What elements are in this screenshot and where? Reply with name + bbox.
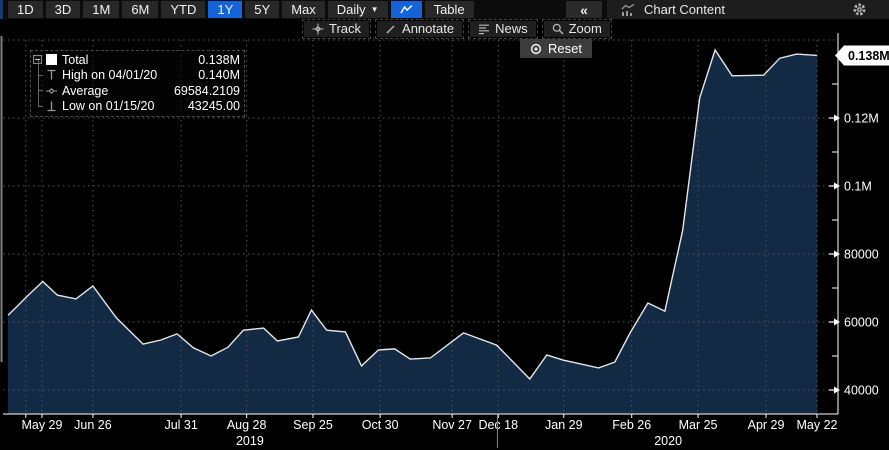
range-button-1d[interactable]: 1D — [8, 1, 43, 18]
range-button-1m[interactable]: 1M — [83, 1, 120, 18]
reset-button-label: Reset — [548, 41, 582, 56]
y-axis-tick-arrow — [834, 386, 840, 394]
legend-tree-line — [38, 105, 43, 107]
range-button-max[interactable]: Max — [282, 1, 325, 18]
legend-tree-line — [38, 75, 43, 91]
range-button-group: 1D 3D 1M 6M YTD 1Y 5Y Max — [3, 1, 328, 18]
legend-label: Low on 01/15/20 — [62, 99, 155, 114]
chart-content-label: Chart Content — [644, 2, 725, 17]
settings-gear-icon[interactable] — [852, 2, 867, 17]
x-axis-label: Oct 30 — [362, 418, 399, 432]
last-value-tag-label: 0.138M — [848, 49, 889, 63]
track-icon — [312, 23, 324, 35]
y-axis-label: 80000 — [844, 248, 879, 262]
range-button-5y[interactable]: 5Y — [245, 1, 280, 18]
legend-row-average[interactable]: Average 69584.2109 — [33, 75, 240, 99]
x-axis-label: Aug 28 — [227, 418, 267, 432]
x-axis-label: Jul 31 — [164, 418, 197, 432]
legend-tree-line — [38, 90, 43, 106]
x-axis-label: Mar 25 — [679, 418, 718, 432]
chart-legend: Total 0.138M High on 04/01/20 0.140M Average… — [30, 50, 245, 117]
last-value-tag — [835, 45, 889, 66]
x-axis-label: Jan 29 — [545, 418, 583, 432]
range-button-1y[interactable]: 1Y — [208, 1, 243, 18]
collapse-panel-button[interactable]: « — [566, 1, 602, 18]
news-tool-button[interactable]: News — [468, 18, 538, 39]
chart-toolbar: 1D 3D 1M 6M YTD 1Y 5Y Max Daily ▼ Table « Chart… — [0, 0, 889, 19]
legend-row-total[interactable]: Total 0.138M — [33, 52, 240, 68]
annotate-tool-button[interactable]: Annotate — [375, 18, 465, 39]
zoom-tool-button[interactable]: Zoom — [541, 18, 612, 39]
line-chart-icon — [399, 4, 413, 14]
zoom-tool-label: Zoom — [568, 21, 602, 36]
y-axis-label: 40000 — [844, 384, 879, 398]
legend-value: 0.138M — [198, 52, 240, 67]
legend-value: 69584.2109 — [173, 83, 240, 98]
legend-label: Total — [62, 52, 89, 67]
x-axis-label: May 22 — [797, 418, 838, 432]
x-axis-label: Sep 25 — [293, 418, 333, 432]
range-button-ytd[interactable]: YTD — [161, 1, 206, 18]
chart-type-button[interactable] — [390, 1, 422, 18]
year-label: 2019 — [236, 434, 264, 448]
y-axis-tick-arrow — [834, 182, 840, 190]
x-axis-label: Jun 26 — [74, 418, 112, 432]
chart-content-icon — [621, 3, 636, 16]
track-tool-button[interactable]: Track — [301, 18, 372, 39]
y-axis-label: 0.12M — [844, 112, 879, 126]
low-marker-icon — [46, 100, 62, 112]
range-button-6m[interactable]: 6M — [122, 1, 159, 18]
x-axis-label: Dec 18 — [478, 418, 518, 432]
period-selector-label: Daily — [336, 2, 366, 17]
zoom-icon — [552, 23, 564, 35]
x-axis-label: Feb 26 — [612, 418, 651, 432]
legend-tree-line — [38, 74, 43, 76]
high-marker-icon — [46, 69, 62, 81]
x-axis-label: May 29 — [21, 418, 62, 432]
legend-tree-line — [38, 90, 43, 91]
reset-target-icon — [530, 43, 542, 54]
y-axis-label: 0.1M — [844, 180, 872, 194]
x-axis-label: Nov 27 — [432, 418, 472, 432]
legend-value: 43245.00 — [187, 99, 240, 114]
news-tool-label: News — [495, 21, 528, 36]
legend-tree-line — [38, 59, 43, 76]
legend-label: Average — [62, 83, 109, 98]
table-button[interactable]: Table — [424, 1, 474, 18]
annotation-toolbar: Track Annotate News Zoom — [0, 18, 889, 39]
track-tool-label: Track — [329, 21, 362, 36]
chart-content-header[interactable]: Chart Content — [607, 0, 889, 19]
legend-row-high[interactable]: High on 04/01/20 0.140M — [33, 59, 240, 84]
series-area-fill — [8, 50, 817, 414]
legend-label: High on 04/01/20 — [62, 68, 158, 83]
period-selector-dropdown[interactable]: Daily ▼ — [327, 1, 388, 18]
average-marker-icon — [46, 85, 62, 97]
y-axis-label: 60000 — [844, 316, 879, 330]
legend-row-low[interactable]: Low on 01/15/20 43245.00 — [33, 90, 240, 115]
x-axis-label: Apr 29 — [748, 418, 785, 432]
reset-button[interactable]: Reset — [520, 39, 592, 58]
annotate-tool-label: Annotate — [402, 21, 455, 36]
series-line — [7, 48, 818, 381]
annotate-icon — [385, 23, 397, 35]
legend-expander-icon[interactable] — [33, 55, 42, 65]
series-color-swatch — [46, 54, 57, 66]
news-icon — [478, 23, 490, 35]
range-button-3d[interactable]: 3D — [45, 1, 81, 18]
y-axis-tick-arrow — [834, 114, 840, 122]
year-label: 2020 — [654, 434, 682, 448]
y-axis-tick-arrow — [834, 318, 840, 326]
dropdown-arrow-icon: ▼ — [370, 5, 379, 14]
legend-value: 0.140M — [198, 68, 240, 83]
y-axis-tick-arrow — [834, 250, 840, 258]
